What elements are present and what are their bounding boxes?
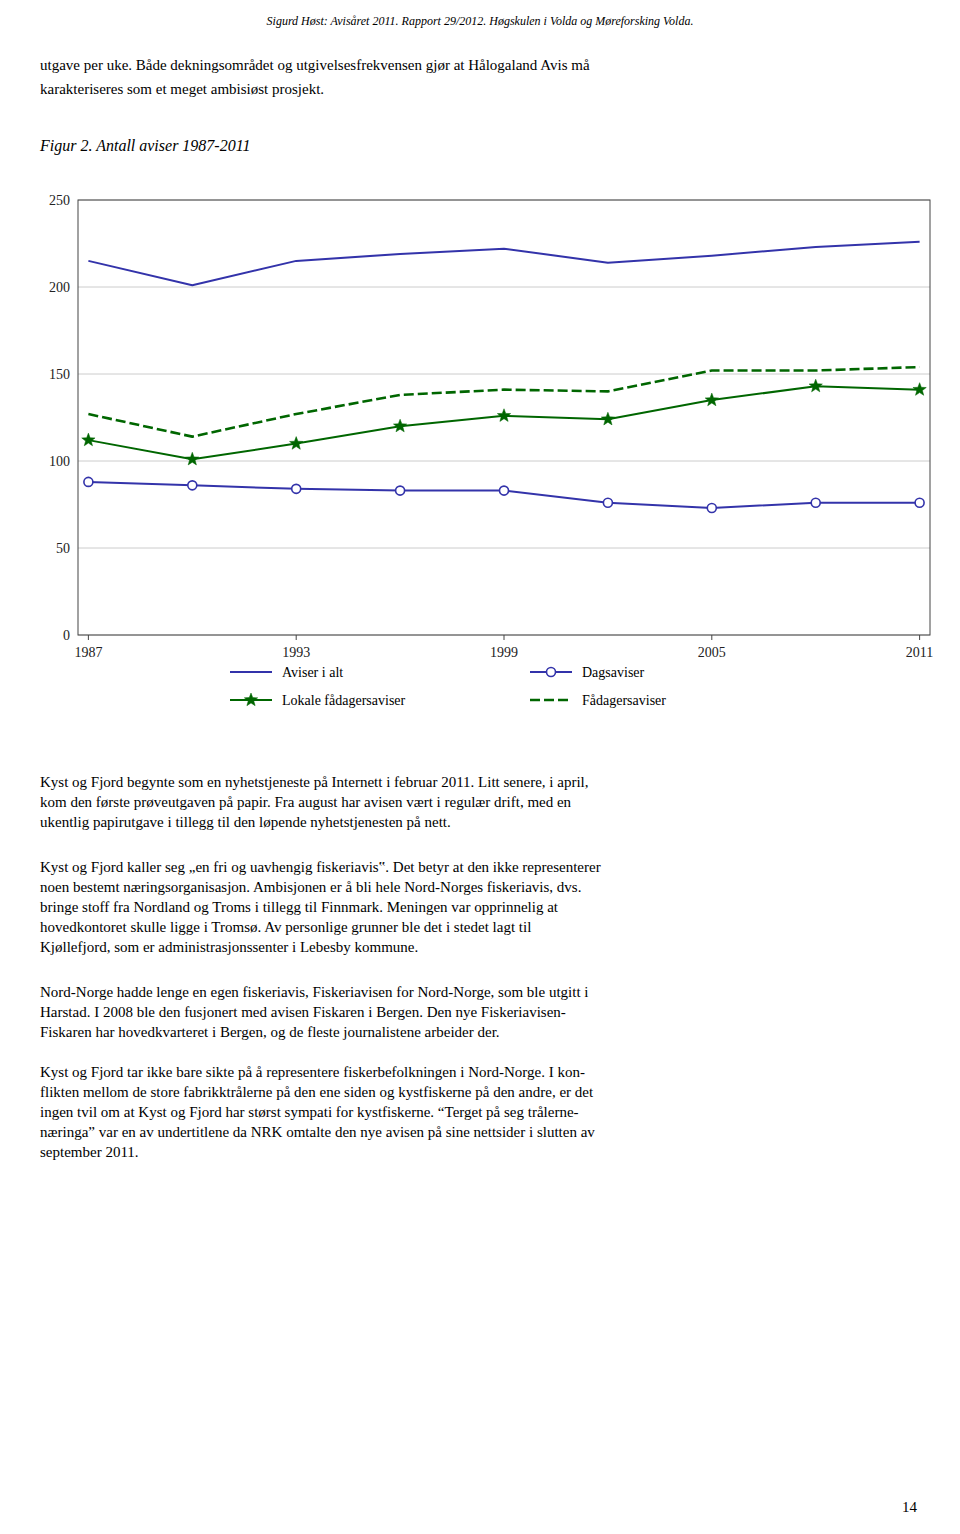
paragraph-line: ukentlig papirutgave i tillegg til den l… xyxy=(40,814,451,830)
x-tick-label: 1993 xyxy=(282,645,310,660)
point-marker xyxy=(290,437,303,450)
plot-frame xyxy=(78,200,930,635)
paragraph-line: Kyst og Fjord kaller seg „en fri og uavh… xyxy=(40,859,601,875)
point-marker xyxy=(500,486,509,495)
y-tick-label: 200 xyxy=(49,280,70,295)
paragraph-line: Harstad. I 2008 ble den fusjonert med av… xyxy=(40,1004,566,1020)
point-marker xyxy=(396,486,405,495)
grid-line xyxy=(78,548,930,549)
series-line xyxy=(88,482,919,508)
paragraph-line: flikten mellom de store fabrikktrålerne … xyxy=(40,1084,594,1100)
point-marker xyxy=(811,498,820,507)
paragraph-line: Nord-Norge hadde lenge en egen fiskeriav… xyxy=(40,984,588,1000)
x-tick xyxy=(504,635,505,640)
point-marker xyxy=(707,503,716,512)
legend-label: Fådagersaviser xyxy=(582,693,666,708)
paragraph-line: bringe stoff fra Nordland og Troms i til… xyxy=(40,899,559,915)
point-marker xyxy=(497,409,510,422)
paragraph-line: kom den første prøveutgaven på papir. Fr… xyxy=(40,794,572,810)
paragraph-line: Kyst og Fjord tar ikke bare sikte på å r… xyxy=(40,1064,585,1080)
point-marker xyxy=(82,433,95,446)
point-marker xyxy=(913,383,926,396)
legend-swatch xyxy=(230,671,272,673)
x-tick-label: 2011 xyxy=(906,645,933,660)
x-tick xyxy=(88,635,89,640)
point-marker xyxy=(186,452,199,465)
point-marker xyxy=(84,477,93,486)
point-marker xyxy=(188,481,197,490)
background xyxy=(0,0,960,1534)
point-marker xyxy=(292,484,301,493)
y-tick-label: 150 xyxy=(49,367,70,382)
paragraph-line: karakteriseres som et meget ambisiøst pr… xyxy=(40,81,324,97)
paragraph-line: september 2011. xyxy=(40,1144,139,1160)
point-marker xyxy=(809,379,822,392)
series-line xyxy=(88,367,919,437)
paragraph-line: noen bestemt næringsorganisasjon. Ambisj… xyxy=(40,879,581,895)
x-tick-label: 1999 xyxy=(490,645,518,660)
point-marker xyxy=(603,498,612,507)
paragraph-line: Fiskaren har hovedkvarteret i Bergen, og… xyxy=(40,1024,500,1040)
series-line xyxy=(88,242,919,286)
chart-title: Figur 2. Antall aviser 1987-2011 xyxy=(39,137,251,155)
chart: 0 50 100 150 200 250 1987 1993 1999 2005 2011 xyxy=(49,193,933,660)
grid-line xyxy=(78,287,930,288)
legend-marker xyxy=(244,693,257,706)
legend-label: Aviser i alt xyxy=(282,665,343,680)
x-tick xyxy=(919,635,920,640)
point-marker xyxy=(705,393,718,406)
paragraph-line: hovedkontoret skulle ligge i Tromsø. Av … xyxy=(40,919,531,935)
grid-line xyxy=(78,374,930,375)
x-tick xyxy=(296,635,297,640)
paragraph-line: ingen tvil om at Kyst og Fjord har størs… xyxy=(40,1104,579,1120)
series-line xyxy=(88,386,919,459)
page: Sigurd Høst: Avisåret 2011. Rapport 29/2… xyxy=(0,0,960,1534)
legend-label: Dagsaviser xyxy=(582,665,645,680)
point-marker xyxy=(601,412,614,425)
point-marker xyxy=(393,419,406,432)
legend: Aviser i alt Dagsaviser Lokale fådagersavi… xyxy=(230,665,666,708)
grid-line xyxy=(78,461,930,462)
y-tick-label: 0 xyxy=(63,628,70,643)
point-marker xyxy=(915,498,924,507)
paragraph-line: Kyst og Fjord begynte som en nyhetstjene… xyxy=(40,774,588,790)
x-tick-label: 1987 xyxy=(74,645,102,660)
paragraph-line: Kjøllefjord, som er administrasjonssente… xyxy=(40,939,418,955)
y-tick-label: 50 xyxy=(56,541,70,556)
legend-marker xyxy=(547,668,556,677)
y-tick-label: 100 xyxy=(49,454,70,469)
paragraph-line: næringa” var en av undertitlene da NRK o… xyxy=(40,1124,595,1140)
data-marks xyxy=(82,242,927,513)
y-tick-label: 250 xyxy=(49,193,70,208)
x-tick-label: 2005 xyxy=(698,645,726,660)
x-tick xyxy=(711,635,712,640)
paragraph-line: utgave per uke. Både dekningsområdet og … xyxy=(40,57,590,73)
legend-swatch xyxy=(530,699,572,702)
page-number: 14 xyxy=(902,1499,918,1515)
legend-label: Lokale fådagersaviser xyxy=(282,693,406,708)
header: Sigurd Høst: Avisåret 2011. Rapport 29/2… xyxy=(267,14,694,28)
